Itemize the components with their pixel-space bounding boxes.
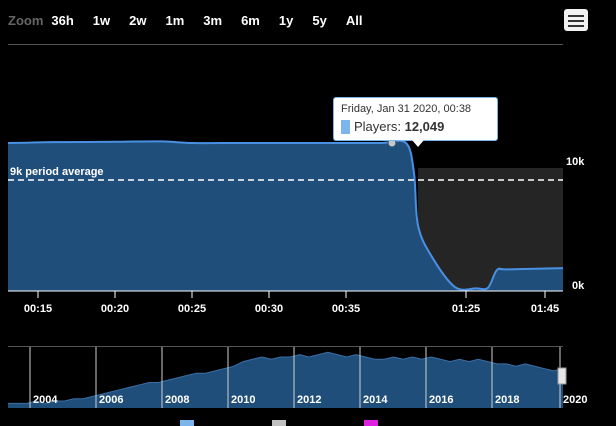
hamburger-menu-icon[interactable] <box>564 9 588 31</box>
zoom-label: Zoom <box>8 12 44 28</box>
navigator-year-label: 2014 <box>363 394 388 406</box>
tooltip-swatch <box>341 119 350 134</box>
x-tick-label: 00:25 <box>178 303 206 315</box>
players-line <box>7 139 564 291</box>
navigator[interactable]: 2004 2006 2008 2010 2012 2014 2016 2018 2020 <box>8 346 587 408</box>
navigator-grid: 2004 2006 2008 2010 2012 2014 2016 2018 2020 <box>29 346 587 408</box>
x-tick-label: 00:30 <box>255 303 283 315</box>
tooltip-series-label: Players <box>354 119 398 134</box>
zoom-2w-button[interactable]: 2w <box>129 12 147 28</box>
navigator-area <box>8 352 563 408</box>
tooltip-date: Friday, Jan 31 2020, 00:38 <box>341 103 472 115</box>
navigator-year-label: 2018 <box>495 394 519 406</box>
navigator-year-label: 2020 <box>563 394 587 406</box>
navigator-line <box>8 351 564 404</box>
toolbar-divider <box>8 44 563 45</box>
legend <box>180 420 456 426</box>
zoom-1w-button[interactable]: 1w <box>92 12 111 28</box>
navigator-year-label: 2004 <box>33 394 58 406</box>
avg-plot-label: 9k period average <box>10 166 104 178</box>
zoom-all-button[interactable]: All <box>345 12 363 28</box>
players-area <box>8 140 563 291</box>
zoom-bar: Zoom 36h 1w 2w 1m 3m 6m 1y 5y All <box>8 10 381 30</box>
x-tick-label: 00:20 <box>101 303 129 315</box>
x-axis-ticks: 00:15 00:20 00:25 00:30 00:35 01:25 01:45 <box>24 291 559 315</box>
tooltip: Friday, Jan 31 2020, 00:38 Players: 12,0… <box>333 97 498 141</box>
zoom-36h-button[interactable]: 36h <box>51 12 74 28</box>
navigator-year-label: 2010 <box>231 394 255 406</box>
x-tick-label: 00:35 <box>332 303 360 315</box>
tooltip-pointer <box>412 140 424 147</box>
legend-swatch-magenta[interactable] <box>364 420 378 426</box>
zoom-3m-button[interactable]: 3m <box>203 12 223 28</box>
x-tick-label: 00:15 <box>24 303 52 315</box>
zoom-6m-button[interactable]: 6m <box>241 12 260 28</box>
legend-swatch-gray[interactable] <box>272 420 286 426</box>
y-tick-label: 10k <box>566 156 585 168</box>
zoom-1y-button[interactable]: 1y <box>278 12 294 28</box>
navigator-year-label: 2016 <box>429 394 453 406</box>
navigator-handle[interactable] <box>557 367 567 385</box>
zoom-5y-button[interactable]: 5y <box>312 12 327 28</box>
x-tick-label: 01:25 <box>452 303 480 315</box>
navigator-year-label: 2006 <box>99 394 123 406</box>
tooltip-value: 12,049 <box>404 119 445 134</box>
navigator-year-label: 2012 <box>297 394 321 406</box>
tooltip-colon: : <box>397 119 405 134</box>
navigator-year-label: 2008 <box>165 394 189 406</box>
legend-swatch-blue[interactable] <box>180 420 194 426</box>
x-tick-label: 01:45 <box>531 303 559 315</box>
y-tick-label: 0k <box>572 280 585 292</box>
zoom-1m-button[interactable]: 1m <box>165 12 185 28</box>
